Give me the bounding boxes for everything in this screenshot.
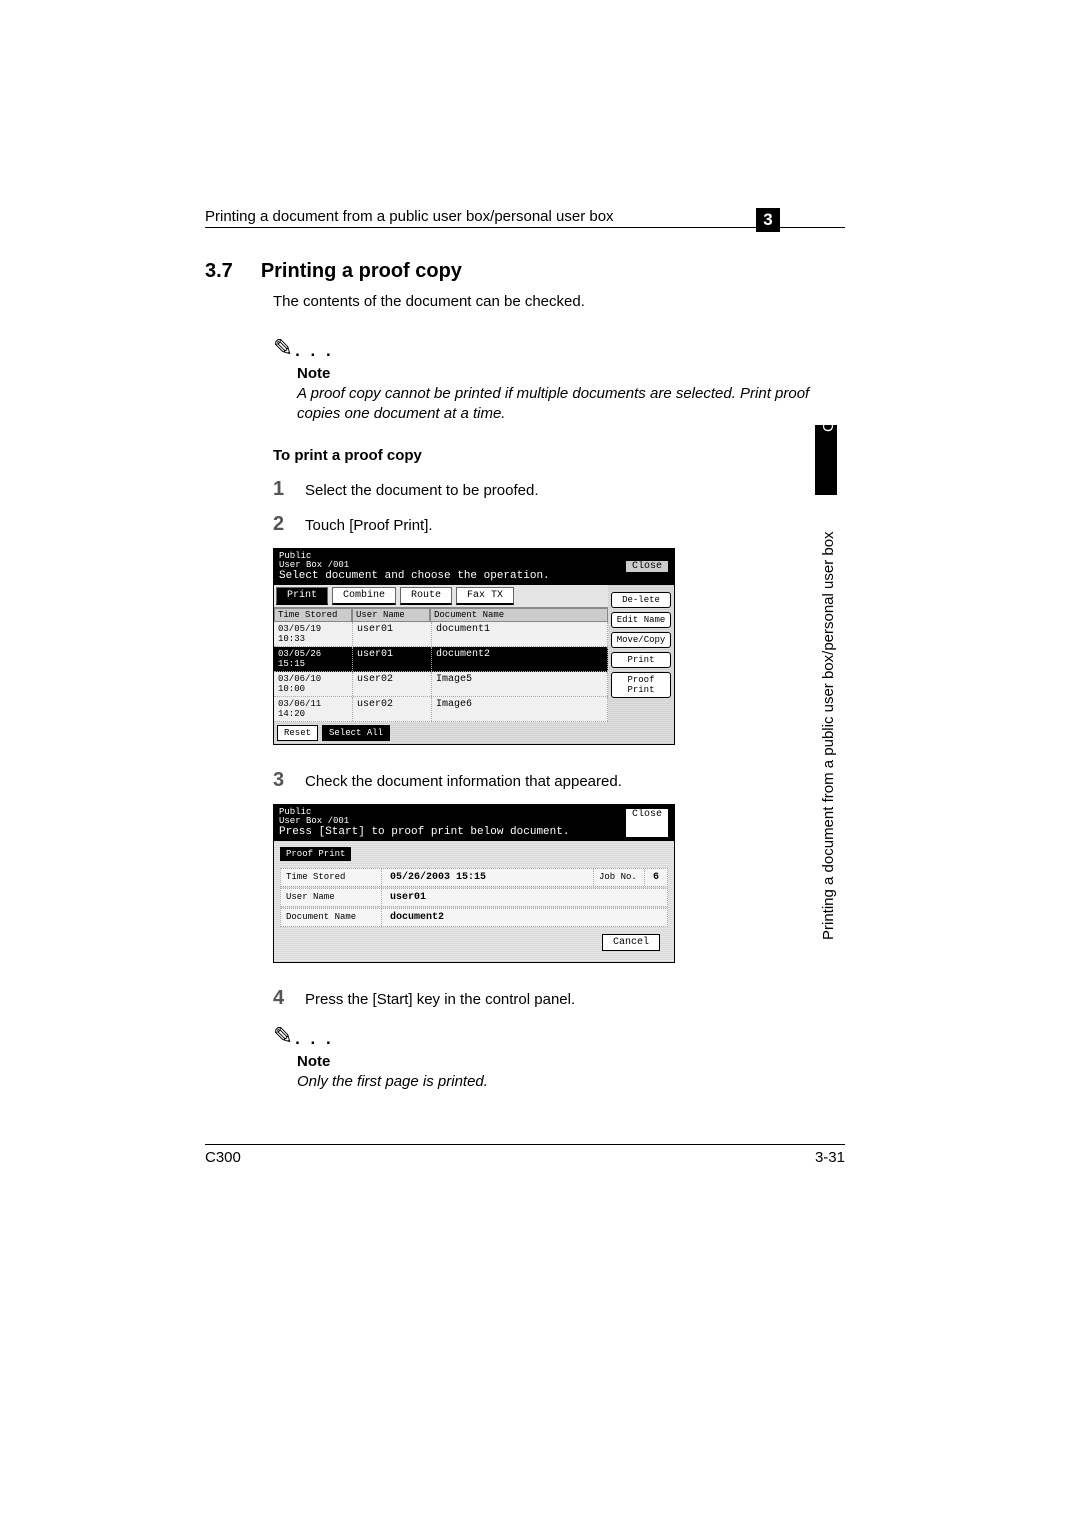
note-label: Note bbox=[297, 365, 845, 382]
subsection-heading: To print a proof copy bbox=[273, 447, 845, 464]
step-1: 1 Select the document to be proofed. bbox=[273, 478, 845, 501]
label-user-name: User Name bbox=[281, 889, 382, 906]
step-number: 2 bbox=[273, 513, 305, 536]
note-block-1: ✎ . . . Note A proof copy cannot be prin… bbox=[273, 334, 845, 425]
tab-print[interactable]: Print bbox=[276, 587, 328, 605]
label-time-stored: Time Stored bbox=[281, 869, 382, 886]
section-title: Printing a proof copy bbox=[261, 260, 462, 283]
step-3: 3 Check the document information that ap… bbox=[273, 769, 845, 792]
ui2-subtitle: Press [Start] to proof print below docum… bbox=[279, 826, 569, 838]
note-text: Only the first page is printed. bbox=[297, 1072, 845, 1092]
cell-user: user01 bbox=[353, 622, 432, 646]
page-header: Printing a document from a public user b… bbox=[205, 208, 845, 228]
move-copy-button[interactable]: Move/Copy bbox=[611, 632, 671, 648]
col-user: User Name bbox=[352, 608, 430, 622]
step-number: 4 bbox=[273, 987, 305, 1010]
cell-user: user01 bbox=[353, 647, 432, 671]
col-doc: Document Name bbox=[430, 608, 608, 622]
close-button[interactable]: Close bbox=[625, 808, 669, 838]
label-job-no: Job No. bbox=[593, 869, 645, 886]
ui-screenshot-2: Public User Box /001 Press [Start] to pr… bbox=[273, 804, 845, 963]
step-number: 3 bbox=[273, 769, 305, 792]
tab-fax[interactable]: Fax TX bbox=[456, 587, 514, 605]
cell-user: user02 bbox=[353, 697, 432, 721]
info-row-time: Time Stored 05/26/2003 15:15 Job No. 6 bbox=[280, 868, 668, 887]
section-heading: 3.7 Printing a proof copy bbox=[205, 260, 845, 283]
cell-user: user02 bbox=[353, 672, 432, 696]
note-block-2: ✎ . . . Note Only the first page is prin… bbox=[273, 1022, 845, 1092]
info-row-doc: Document Name document2 bbox=[280, 908, 668, 927]
proof-print-button[interactable]: Proof Print bbox=[611, 672, 671, 698]
label-doc-name: Document Name bbox=[281, 909, 382, 926]
step-4: 4 Press the [Start] key in the control p… bbox=[273, 987, 845, 1010]
cell-time: 03/06/11 14:20 bbox=[274, 697, 353, 721]
note-label: Note bbox=[297, 1053, 845, 1070]
table-row[interactable]: 03/06/10 10:00 user02 Image5 bbox=[274, 672, 608, 697]
col-time: Time Stored bbox=[274, 608, 352, 622]
cell-time: 03/05/19 10:33 bbox=[274, 622, 353, 646]
cell-time: 03/06/10 10:00 bbox=[274, 672, 353, 696]
select-all-button[interactable]: Select All bbox=[322, 725, 390, 741]
table-row-selected[interactable]: 03/05/26 15:15 user01 document2 bbox=[274, 647, 608, 672]
info-row-user: User Name user01 bbox=[280, 888, 668, 907]
reset-button[interactable]: Reset bbox=[277, 725, 318, 741]
value-time-stored: 05/26/2003 15:15 bbox=[382, 869, 593, 886]
tab-route[interactable]: Route bbox=[400, 587, 452, 605]
step-number: 1 bbox=[273, 478, 305, 501]
tab-combine[interactable]: Combine bbox=[332, 587, 396, 605]
note-dots: . . . bbox=[295, 1029, 334, 1051]
value-doc-name: document2 bbox=[382, 909, 452, 926]
note-dots: . . . bbox=[295, 341, 334, 363]
delete-button[interactable]: De-lete bbox=[611, 592, 671, 608]
table-row[interactable]: 03/05/19 10:33 user01 document1 bbox=[274, 622, 608, 647]
value-job-no: 6 bbox=[645, 869, 667, 886]
step-text: Press the [Start] key in the control pan… bbox=[305, 991, 575, 1008]
ui1-subtitle: Select document and choose the operation… bbox=[279, 570, 550, 582]
step-2: 2 Touch [Proof Print]. bbox=[273, 513, 845, 536]
ui1-title2: User Box /001 bbox=[279, 560, 349, 570]
value-user-name: user01 bbox=[382, 889, 434, 906]
footer-left: C300 bbox=[205, 1149, 241, 1166]
step-text: Touch [Proof Print]. bbox=[305, 517, 433, 534]
cell-time: 03/05/26 15:15 bbox=[274, 647, 353, 671]
close-button[interactable]: Close bbox=[625, 560, 669, 573]
step-text: Select the document to be proofed. bbox=[305, 482, 539, 499]
section-number: 3.7 bbox=[205, 260, 233, 283]
cell-doc: document2 bbox=[432, 647, 608, 671]
cancel-button[interactable]: Cancel bbox=[602, 934, 660, 951]
section-intro: The contents of the document can be chec… bbox=[273, 293, 845, 310]
ui-screenshot-1: Public User Box /001 Select document and… bbox=[273, 548, 845, 745]
footer-right: 3-31 bbox=[815, 1149, 845, 1166]
cell-doc: Image6 bbox=[432, 697, 608, 721]
print-button[interactable]: Print bbox=[611, 652, 671, 668]
page-footer: C300 3-31 bbox=[205, 1144, 845, 1166]
edit-name-button[interactable]: Edit Name bbox=[611, 612, 671, 628]
note-text: A proof copy cannot be printed if multip… bbox=[297, 384, 845, 425]
proof-print-tag: Proof Print bbox=[280, 847, 351, 861]
cell-doc: Image5 bbox=[432, 672, 608, 696]
ui2-title2: User Box /001 bbox=[279, 816, 349, 826]
table-row[interactable]: 03/06/11 14:20 user02 Image6 bbox=[274, 697, 608, 722]
cell-doc: document1 bbox=[432, 622, 608, 646]
note-icon: ✎ bbox=[273, 1022, 293, 1051]
step-text: Check the document information that appe… bbox=[305, 773, 622, 790]
note-icon: ✎ bbox=[273, 334, 293, 363]
breadcrumb: Printing a document from a public user b… bbox=[205, 208, 614, 225]
